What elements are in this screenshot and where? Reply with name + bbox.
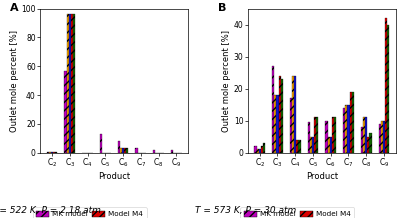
Bar [343, 108, 345, 153]
Bar [47, 152, 49, 153]
Bar [314, 118, 316, 153]
Bar [379, 124, 381, 153]
Bar [312, 137, 314, 153]
Bar [274, 95, 276, 153]
Bar [365, 118, 367, 153]
Bar [316, 118, 318, 153]
Bar [118, 141, 120, 153]
Bar [330, 137, 332, 153]
Bar [281, 79, 283, 153]
Bar [67, 14, 69, 153]
Bar [49, 152, 51, 153]
Y-axis label: Outlet mole percent [%]: Outlet mole percent [%] [10, 30, 18, 132]
Bar [276, 95, 278, 153]
Bar [352, 92, 354, 153]
Bar [296, 140, 298, 153]
Bar [345, 105, 347, 153]
Bar [73, 14, 75, 153]
Bar [290, 98, 292, 153]
Bar [153, 150, 155, 153]
Y-axis label: Outlet mole percent [%]: Outlet mole percent [%] [222, 30, 231, 132]
Bar [294, 76, 296, 153]
Bar [387, 25, 389, 153]
Bar [171, 150, 173, 153]
Bar [259, 149, 261, 153]
Bar [308, 122, 310, 153]
Bar [256, 149, 259, 153]
Bar [120, 148, 122, 153]
Bar [367, 137, 369, 153]
Bar [383, 121, 385, 153]
Bar [369, 133, 372, 153]
Bar [325, 121, 328, 153]
Bar [385, 18, 387, 153]
Bar [310, 137, 312, 153]
Bar [381, 121, 383, 153]
Legend: MK model, Model M2, Model M3, Model M4, Model M5: MK model, Model M2, Model M3, Model M4, … [240, 207, 354, 218]
Bar [69, 14, 71, 153]
X-axis label: Product: Product [306, 172, 338, 181]
Bar [100, 134, 102, 153]
Bar [261, 146, 263, 153]
Bar [122, 148, 124, 153]
Bar [55, 152, 57, 153]
Bar [51, 152, 53, 153]
Bar [71, 14, 73, 153]
Bar [272, 66, 274, 153]
Bar [278, 76, 281, 153]
Bar [292, 76, 294, 153]
Bar [363, 118, 365, 153]
Bar [254, 146, 256, 153]
Text: B: B [218, 3, 226, 13]
Bar [334, 118, 336, 153]
Bar [347, 105, 350, 153]
Bar [136, 148, 138, 153]
Bar [328, 137, 330, 153]
Text: T = 522 K, P = 2.18 atm: T = 522 K, P = 2.18 atm [0, 206, 101, 215]
Text: A: A [10, 3, 19, 13]
Bar [350, 92, 352, 153]
Bar [126, 148, 128, 153]
Legend: MK model, Model M2, Model M3, Model M4, Model M5: MK model, Model M2, Model M3, Model M4, … [32, 207, 146, 218]
Text: T = 573 K, P = 30 atm: T = 573 K, P = 30 atm [195, 206, 297, 215]
X-axis label: Product: Product [98, 172, 130, 181]
Bar [53, 152, 55, 153]
Bar [124, 148, 126, 153]
Bar [361, 127, 363, 153]
Bar [64, 71, 67, 153]
Bar [332, 118, 334, 153]
Bar [263, 143, 265, 153]
Bar [298, 140, 300, 153]
